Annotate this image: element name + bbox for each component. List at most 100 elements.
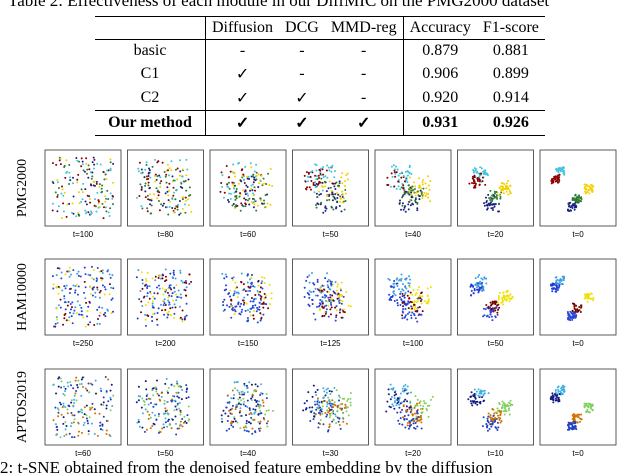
cell: -	[324, 86, 404, 111]
tsne-points	[467, 388, 514, 432]
tsne-points	[135, 268, 193, 327]
table-row: C1 ✓ - - 0.906 0.899	[95, 62, 545, 86]
step-label: t=50	[158, 449, 174, 458]
tsne-panel	[127, 149, 204, 227]
cell: 0.879	[422, 42, 459, 59]
tsne-panel	[127, 368, 204, 446]
tsne-points	[387, 273, 432, 323]
cell: -	[299, 65, 305, 82]
cell: ✓	[295, 90, 309, 107]
cell: 0.914	[492, 89, 529, 106]
cell: -	[299, 42, 305, 59]
cell: -	[239, 42, 246, 59]
tsne-panel	[539, 368, 617, 446]
tsne-points	[136, 158, 193, 216]
step-label: t=10	[488, 449, 504, 458]
tsne-points	[550, 166, 595, 213]
tsne-panel	[539, 258, 617, 336]
tsne-panel	[292, 368, 369, 446]
column-header: Accuracy	[403, 16, 477, 40]
row-label: basic	[95, 39, 206, 62]
tsne-points	[135, 377, 191, 436]
tsne-panel	[44, 149, 122, 227]
dataset-label: HAM10000	[15, 263, 30, 331]
step-label: t=50	[323, 230, 339, 239]
table-row: C2 ✓ ✓ -0.920 0.914	[95, 86, 545, 111]
row-label: C2	[95, 86, 206, 111]
cell: -	[324, 39, 404, 62]
tsne-panel	[209, 149, 287, 227]
step-label: t=0	[572, 449, 584, 458]
step-label: t=20	[488, 230, 504, 239]
ablation-table: Diffusion DCG MMD-reg Accuracy F1-score basi…	[95, 16, 545, 136]
header-row: Diffusion DCG MMD-reg Accuracy F1-score	[95, 16, 545, 40]
cell: ✓	[279, 110, 325, 136]
cell: 0.920	[422, 89, 459, 106]
cell: 0.899	[492, 65, 529, 82]
row-label: C1	[95, 62, 206, 86]
step-label: t=0	[572, 230, 584, 239]
step-label: t=125	[320, 339, 341, 348]
step-label: t=80	[158, 230, 174, 239]
tsne-points	[51, 265, 115, 328]
tsne-panel	[374, 258, 452, 336]
step-label: t=60	[75, 449, 91, 458]
dataset-label: PMG2000	[15, 159, 30, 217]
tsne-points	[469, 274, 514, 322]
cell: 0.926	[476, 110, 545, 136]
step-label: t=0	[572, 339, 584, 348]
tsne-points	[219, 161, 274, 212]
tsne-panel	[457, 258, 534, 336]
tsne-panel	[457, 149, 534, 227]
cell: ✓	[235, 90, 250, 107]
tsne-points	[302, 384, 352, 433]
tsne-panel	[374, 149, 452, 227]
step-label: t=250	[73, 339, 94, 348]
column-header: MMD-reg	[324, 16, 404, 40]
table-row: basic - - - 0.879 0.881	[95, 39, 545, 62]
cell: -	[324, 62, 404, 86]
cell: ✓	[324, 110, 404, 136]
tsne-panel	[539, 149, 617, 227]
step-label: t=40	[240, 449, 256, 458]
figure-caption: 2: t-SNE obtained from the denoised feat…	[0, 458, 493, 473]
tsne-points	[52, 375, 115, 439]
step-label: t=200	[155, 339, 176, 348]
step-label: t=100	[73, 230, 94, 239]
tsne-points	[221, 272, 273, 324]
tsne-points	[468, 166, 512, 213]
dataset-label: APTOS2019	[15, 371, 30, 443]
column-header: F1-score	[476, 16, 545, 40]
tsne-panel	[374, 368, 452, 446]
step-label: t=50	[488, 339, 504, 348]
tsne-points	[549, 384, 595, 431]
column-header: Diffusion	[205, 16, 280, 40]
tsne-points	[303, 163, 349, 214]
table-caption: Table 2: Effectiveness of each module in…	[8, 0, 550, 10]
cell: 0.881	[492, 42, 529, 59]
step-label: t=40	[405, 230, 421, 239]
cell: 0.931	[403, 110, 477, 136]
row-label: Our method	[95, 110, 206, 136]
cell: 0.906	[422, 65, 459, 82]
tsne-points	[386, 164, 432, 213]
step-label: t=30	[323, 449, 339, 458]
step-label: t=20	[405, 449, 421, 458]
tsne-points	[51, 156, 115, 220]
tsne-points	[385, 383, 434, 430]
tsne-points	[303, 271, 352, 322]
step-label: t=100	[403, 339, 424, 348]
tsne-points	[220, 381, 274, 435]
column-header: DCG	[279, 16, 325, 40]
table-row: Our method ✓ ✓ ✓ 0.931 0.926	[95, 110, 545, 136]
tsne-points	[550, 275, 595, 322]
cell: ✓	[235, 66, 250, 83]
tsne-panel	[44, 368, 122, 446]
cell: ✓	[205, 110, 280, 136]
step-label: t=60	[240, 230, 256, 239]
step-label: t=150	[238, 339, 259, 348]
tsne-panel	[209, 258, 287, 336]
tsne-panel	[457, 368, 534, 446]
